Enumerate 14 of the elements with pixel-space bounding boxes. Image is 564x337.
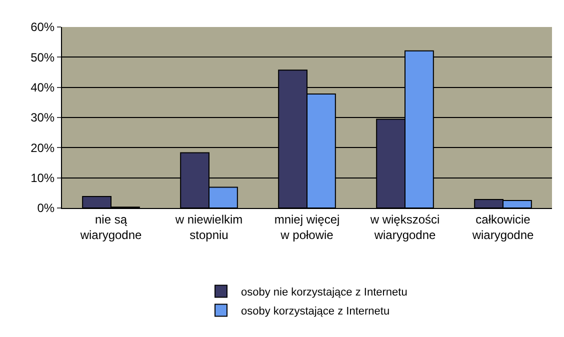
y-tick-label: 60% xyxy=(30,20,55,34)
legend-label: osoby korzystające z Internetu xyxy=(241,306,390,318)
y-tick-label: 20% xyxy=(30,140,55,155)
x-tick-label: w niewielkim stopniu xyxy=(174,212,243,242)
y-tick-label: 0% xyxy=(37,201,55,216)
y-tick-label: 40% xyxy=(30,80,55,95)
y-tick-label: 30% xyxy=(30,110,55,125)
x-tick-label: nie są wiarygodne xyxy=(79,212,142,242)
x-tick-label: w większości wiarygodne xyxy=(369,212,440,242)
legend-label: osoby nie korzystające z Internetu xyxy=(241,286,408,299)
y-tick-label: 10% xyxy=(30,171,55,186)
x-tick-label: mniej więcej w połowie xyxy=(274,212,340,242)
y-tick-label: 50% xyxy=(30,50,55,64)
x-tick-label: całkowicie wiarygodne xyxy=(471,212,534,242)
